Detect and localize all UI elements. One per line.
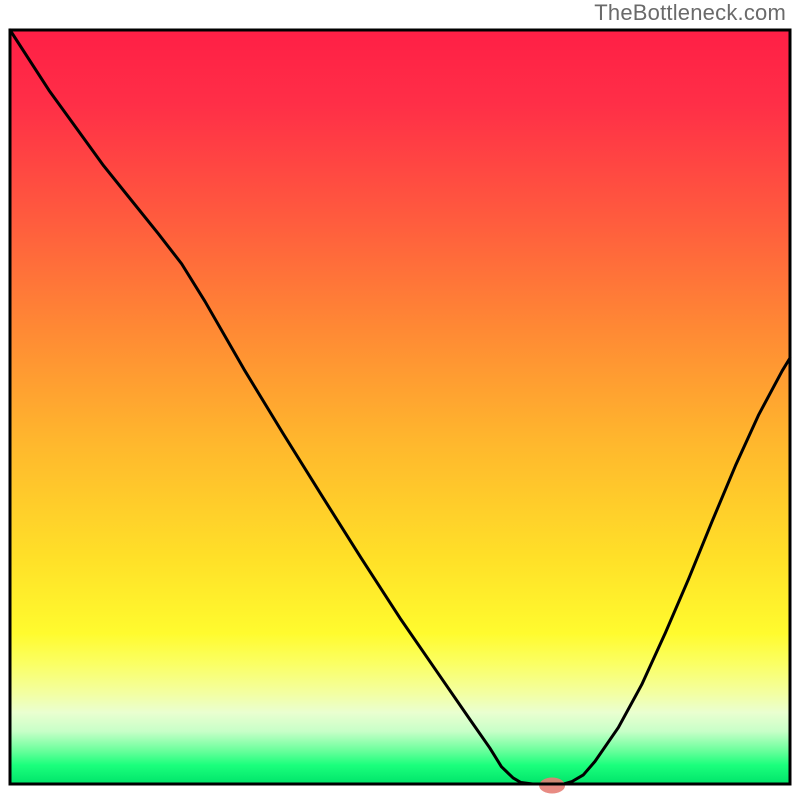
- gradient-background: [10, 30, 790, 784]
- watermark-text: TheBottleneck.com: [594, 0, 786, 26]
- optimum-marker: [539, 778, 565, 794]
- bottleneck-chart: [0, 0, 800, 800]
- chart-container: TheBottleneck.com: [0, 0, 800, 800]
